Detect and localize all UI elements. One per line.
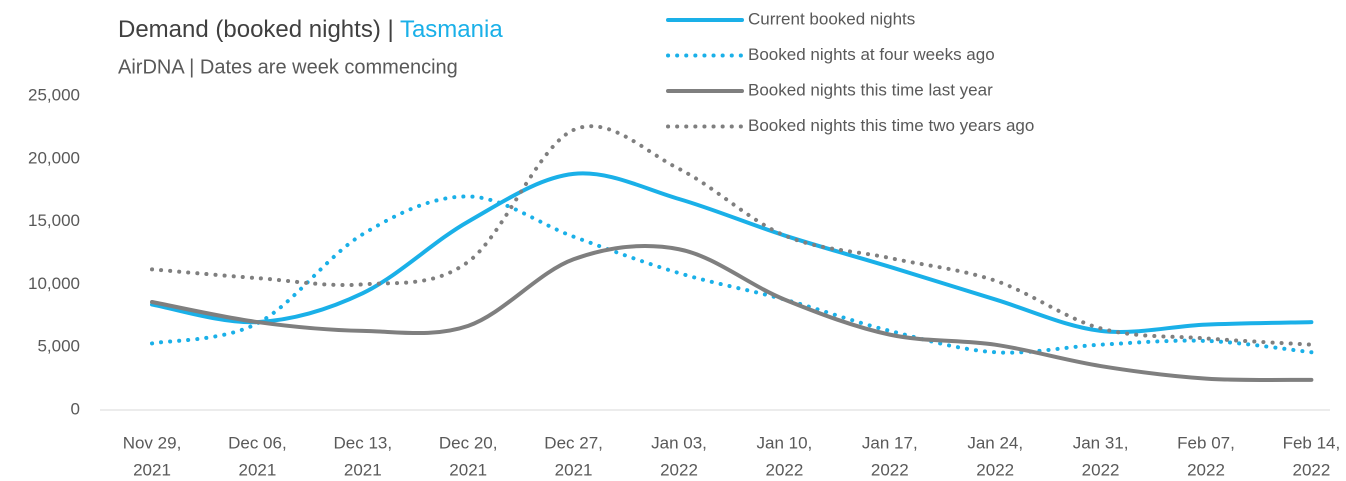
series-line (150, 124, 1314, 347)
x-tick-label: 2022 (976, 460, 1014, 479)
x-tick-label: 2021 (555, 460, 593, 479)
x-tick-label: Feb 07, (1177, 433, 1235, 452)
legend-label: Current booked nights (748, 9, 915, 28)
y-tick-label: 15,000 (28, 211, 80, 230)
x-tick-label: Jan 03, (651, 433, 707, 452)
x-tick-label: Feb 14, (1283, 433, 1341, 452)
x-tick-label: 2022 (1187, 460, 1225, 479)
x-tick-label: 2022 (1082, 460, 1120, 479)
y-tick-label: 10,000 (28, 274, 80, 293)
x-tick-label: Dec 06, (228, 433, 287, 452)
x-tick-label: Nov 29, (123, 433, 182, 452)
legend-label: Booked nights at four weeks ago (748, 45, 995, 64)
y-tick-label: 0 (71, 399, 80, 418)
series-line (150, 194, 1314, 355)
x-tick-label: 2022 (765, 460, 803, 479)
x-tick-label: Jan 17, (862, 433, 918, 452)
x-tick-label: 2022 (660, 460, 698, 479)
title-main: Demand (booked nights) | (118, 16, 394, 43)
x-tick-label: Jan 24, (967, 433, 1023, 452)
x-tick-label: 2022 (871, 460, 909, 479)
x-tick-label: 2021 (449, 460, 487, 479)
x-tick-label: 2021 (133, 460, 171, 479)
subtitle: AirDNA | Dates are week commencing (118, 56, 458, 78)
title-highlight: Tasmania (400, 16, 503, 43)
x-tick-label: Jan 10, (757, 433, 813, 452)
y-tick-label: 5,000 (37, 337, 80, 356)
x-tick-label: Dec 27, (544, 433, 603, 452)
x-tick-label: 2022 (1292, 460, 1330, 479)
y-tick-label: 25,000 (28, 85, 80, 104)
x-tick-label: Dec 20, (439, 433, 498, 452)
series-line (150, 171, 1314, 334)
chart-title: Demand (booked nights) | Tasmania (118, 16, 503, 43)
x-tick-label: 2021 (238, 460, 276, 479)
y-tick-label: 20,000 (28, 148, 80, 167)
legend-label: Booked nights this time last year (748, 80, 993, 99)
legend-label: Booked nights this time two years ago (748, 116, 1034, 135)
series-line (150, 244, 1314, 383)
x-tick-label: 2021 (344, 460, 382, 479)
x-tick-label: Jan 31, (1073, 433, 1129, 452)
x-tick-label: Dec 13, (334, 433, 393, 452)
